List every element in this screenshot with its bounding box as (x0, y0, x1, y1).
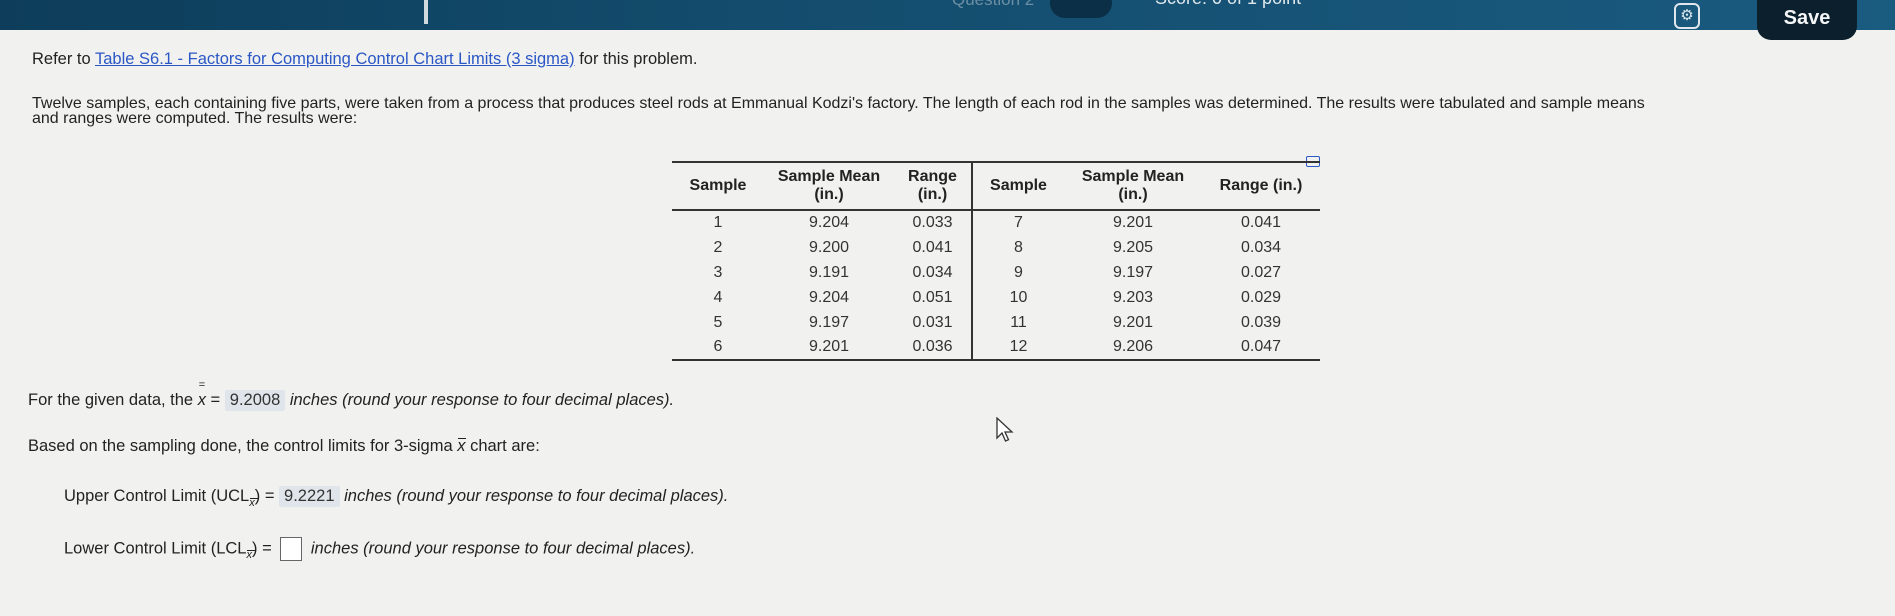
cell-mean: 9.205 (1112, 238, 1154, 256)
ucl-question: Upper Control Limit (UCLx) = 9.2221 inch… (64, 486, 728, 509)
cell-range: 0.041 (1240, 214, 1282, 231)
cell-range: 0.027 (1240, 263, 1282, 281)
cell-mean: 9.204 (808, 288, 850, 306)
mouse-cursor-icon (996, 417, 1014, 442)
cell-mean: 9.201 (808, 338, 850, 355)
cell-sample: 10 (1009, 288, 1028, 306)
lcl-answer-input[interactable] (280, 537, 303, 561)
cell-mean: 9.204 (808, 214, 850, 231)
refer-prefix: Refer to (32, 50, 91, 68)
col-header-range: Range (in.) (894, 162, 973, 211)
cell-sample: 3 (713, 263, 723, 281)
cell-mean: 9.191 (808, 263, 850, 281)
lcl-close: ) = (251, 539, 272, 558)
x-bar-symbol: x (457, 437, 467, 455)
cell-range: 0.041 (894, 235, 973, 260)
col-header-sample-2: Sample (972, 162, 1064, 211)
score-text: Score: 0 of 1 point (1155, 0, 1301, 9)
ucl-close: ) = (254, 487, 275, 505)
ucl-subscript: x (249, 497, 258, 509)
cell-sample: 7 (1014, 214, 1023, 231)
cell-mean: 9.206 (1112, 338, 1154, 355)
refer-suffix: for this problem. (579, 50, 698, 68)
gear-icon[interactable]: ⚙ (1674, 3, 1700, 29)
cell-range: 0.047 (1240, 338, 1282, 355)
col-header-sample-mean: Sample Mean (in.) (764, 162, 894, 211)
cell-sample: 8 (1014, 238, 1023, 256)
problem-text-line2: and ranges were computed. The results we… (32, 110, 358, 127)
cell-mean: 9.197 (1112, 263, 1154, 281)
cell-range: 0.036 (894, 335, 973, 360)
table-row: 1 9.204 0.033 7 9.201 0.041 (672, 210, 1320, 235)
cell-sample: 9 (1014, 263, 1023, 281)
cell-sample: 5 (713, 313, 723, 331)
header-divider (424, 0, 428, 24)
cell-range: 0.034 (1240, 238, 1282, 256)
grand-mean-suffix: inches (round your response to four deci… (289, 391, 675, 409)
grand-mean-prefix: For the given data, the (28, 391, 194, 409)
lcl-suffix: inches (round your response to four deci… (310, 539, 696, 558)
lcl-subscript: x (246, 549, 255, 562)
x-double-bar-symbol: x (198, 379, 206, 410)
ucl-label: Upper Control Limit (UCL (64, 487, 250, 505)
ucl-answer[interactable]: 9.2221 (279, 486, 340, 507)
cell-mean: 9.201 (1112, 214, 1154, 231)
table-row: 4 9.204 0.051 10 9.203 0.029 (672, 285, 1320, 310)
table-row: 3 9.191 0.034 9 9.197 0.027 (672, 260, 1320, 285)
refer-line: Refer to Table S6.1 - Factors for Comput… (32, 50, 697, 69)
cell-range: 0.029 (1240, 288, 1282, 306)
control-limits-prefix: Based on the sampling done, the control … (28, 437, 453, 455)
control-limits-suffix: chart are: (470, 437, 540, 455)
cell-mean: 9.200 (808, 238, 850, 256)
cell-sample: 12 (1009, 338, 1028, 355)
cell-range: 0.031 (894, 310, 973, 335)
grand-mean-question: For the given data, the x = 9.2008 inche… (28, 379, 675, 411)
lcl-question: Lower Control Limit (LCLx) = inches (rou… (64, 537, 695, 561)
cell-range: 0.051 (894, 285, 973, 310)
sample-data-table: Sample Sample Mean (in.) Range (in.) Sampl… (672, 161, 1320, 361)
cell-mean: 9.203 (1112, 288, 1154, 306)
table-row: 2 9.200 0.041 8 9.205 0.034 (672, 235, 1320, 260)
cell-mean: 9.201 (1112, 313, 1154, 331)
cell-range: 0.034 (894, 260, 973, 285)
cell-sample: 2 (713, 238, 723, 256)
question-nav-pill[interactable] (1050, 0, 1112, 18)
cell-sample: 6 (713, 338, 723, 355)
cell-mean: 9.197 (808, 313, 850, 331)
control-limits-intro: Based on the sampling done, the control … (28, 437, 540, 456)
ucl-suffix: inches (round your response to four deci… (344, 487, 729, 505)
lcl-label: Lower Control Limit (LCL (64, 539, 247, 558)
table-header-row: Sample Sample Mean (in.) Range (in.) Sampl… (672, 162, 1320, 211)
question-label: Question 2 (952, 0, 1034, 10)
cell-range: 0.039 (1240, 313, 1282, 331)
cell-sample: 1 (713, 214, 723, 231)
table-row: 6 9.201 0.036 12 9.206 0.047 (672, 335, 1320, 360)
equals-sign: = (210, 391, 221, 409)
cell-sample: 11 (1010, 313, 1027, 331)
col-header-sample-mean-2: Sample Mean (in.) (1064, 162, 1202, 211)
col-header-range-2: Range (in.) (1202, 162, 1320, 211)
cell-sample: 4 (713, 288, 723, 306)
grand-mean-answer[interactable]: 9.2008 (224, 390, 286, 411)
problem-text-line1: Twelve samples, each containing five par… (32, 95, 1645, 112)
col-header-sample: Sample (672, 162, 764, 211)
cell-range: 0.033 (894, 210, 973, 235)
top-bar: Question 2 Score: 0 of 1 point ⚙ Save (0, 0, 1895, 40)
table-reference-link[interactable]: Table S6.1 - Factors for Computing Contr… (95, 50, 575, 68)
save-button[interactable]: Save (1757, 0, 1857, 40)
table-row: 5 9.197 0.031 11 9.201 0.039 (672, 310, 1320, 335)
